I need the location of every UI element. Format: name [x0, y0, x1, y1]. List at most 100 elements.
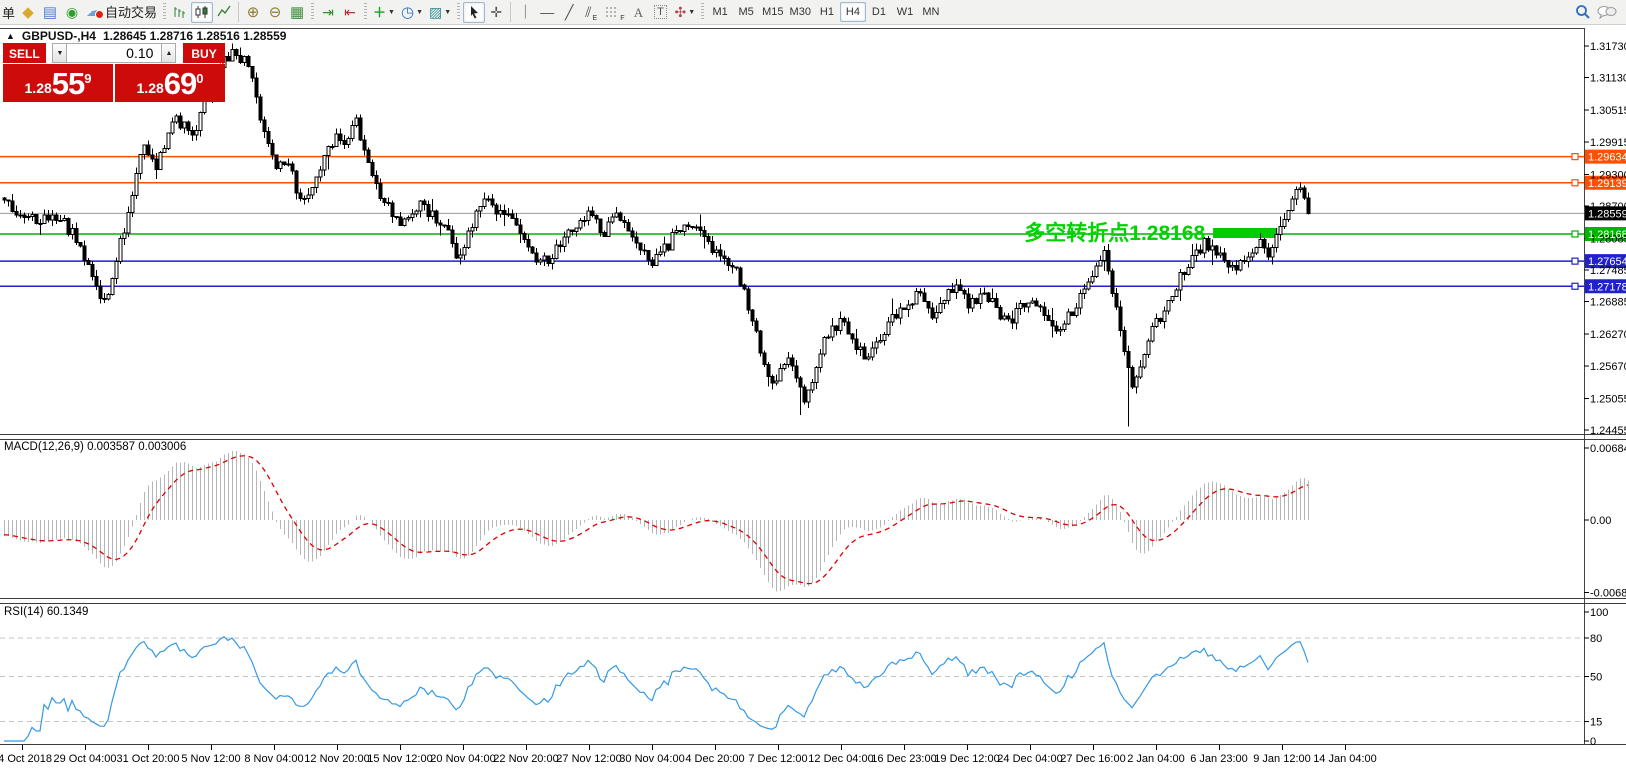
candle-body [958, 284, 963, 292]
volume-decrease-button[interactable]: ▼ [52, 43, 68, 63]
price-badge-label: 1.28559 [1588, 208, 1626, 220]
tf-m15-button[interactable]: M15 [759, 2, 786, 22]
volume-increase-button[interactable]: ▲ [161, 43, 177, 63]
candle-body [22, 214, 27, 218]
autotrading-button[interactable]: ☁ 自动交易 [83, 2, 160, 23]
new-order-icon[interactable]: ◆ [17, 2, 39, 23]
candle-body [702, 229, 707, 238]
line-handle[interactable] [1571, 282, 1579, 290]
candle-body [706, 236, 711, 243]
candle-body [1122, 329, 1127, 352]
toolbar-grip[interactable] [364, 3, 368, 21]
line-handle[interactable] [1571, 230, 1579, 238]
candle-body [750, 309, 755, 322]
green-thick-segment[interactable] [1213, 228, 1278, 239]
zoom-out-button[interactable]: ⊖ [264, 2, 286, 23]
text-label-button[interactable]: T [649, 2, 671, 23]
toolbar-grip[interactable] [701, 3, 705, 21]
auto-scroll-button[interactable]: ⇥ [317, 2, 339, 23]
candle-body [1058, 328, 1063, 332]
candle-body [974, 298, 979, 304]
candle-body [182, 121, 187, 129]
candle-body [542, 255, 547, 261]
candle-body [1210, 245, 1215, 251]
fibonacci-button[interactable]: F [602, 2, 627, 23]
signal-icon[interactable]: ◉ [61, 2, 83, 23]
time-tick-label: 15 Nov 12:00 [367, 753, 432, 765]
line-handle[interactable] [1571, 257, 1579, 265]
macd-tick-label: 0.006844 [1590, 443, 1626, 455]
candle-body [134, 173, 139, 196]
candle-body [386, 201, 391, 204]
volume-input[interactable] [67, 43, 162, 63]
horizontal-line-button[interactable]: — [536, 2, 558, 23]
text-tool-button[interactable]: A [627, 2, 649, 23]
candle-body [1118, 306, 1123, 331]
chart-shift-button[interactable]: ⇤ [339, 2, 361, 23]
vertical-line-button[interactable]: ｜ [514, 2, 536, 23]
tf-d1-button[interactable]: D1 [866, 2, 892, 22]
tf-m30-button[interactable]: M30 [787, 2, 814, 22]
toolbar-grip[interactable] [311, 3, 315, 21]
candle-body [422, 200, 427, 205]
candle-body [874, 341, 879, 349]
candle-body [478, 205, 483, 212]
time-tick-label: 29 Oct 04:00 [54, 753, 117, 765]
price-badge [1585, 254, 1626, 269]
buy-price-button[interactable]: 1.28 69 0 [115, 64, 225, 102]
price-badge [1585, 149, 1626, 164]
indicators-button[interactable]: ＋ ▼ [370, 2, 398, 23]
candle-body [1242, 260, 1247, 263]
candle-body [998, 307, 1003, 320]
candlestick-chart-button[interactable] [191, 1, 214, 23]
tf-h1-button[interactable]: H1 [814, 2, 840, 22]
candle-body [778, 367, 783, 382]
candle-body [962, 290, 967, 295]
chart-canvas[interactable]: 多空转折点1.28168 1.31730 1.31130 1.30515 1.29915… [0, 26, 1626, 769]
channel-button[interactable]: ⫽ E [580, 2, 602, 23]
candle-body [558, 244, 563, 248]
candle-body [946, 288, 951, 301]
toolbar-grip[interactable] [163, 3, 167, 21]
candle-body [1302, 187, 1307, 199]
candle-body [670, 232, 675, 251]
templates-button[interactable]: ▨ ▼ [426, 2, 454, 23]
candle-body [1050, 319, 1055, 327]
collapse-panel-icon[interactable]: ▲ [6, 31, 15, 41]
trendline-button[interactable]: ╱ [558, 2, 580, 23]
cursor-button[interactable] [463, 1, 486, 23]
line-chart-button[interactable] [213, 2, 235, 23]
bar-chart-button[interactable] [169, 2, 191, 23]
tf-w1-button[interactable]: W1 [892, 2, 918, 22]
candle-body [1082, 288, 1087, 294]
candle-body [678, 230, 683, 233]
tf-m1-button[interactable]: M1 [707, 2, 733, 22]
terminal-icon[interactable]: ▤ [39, 2, 61, 23]
tile-windows-button[interactable]: ▦ [286, 2, 308, 23]
search-button[interactable] [1572, 2, 1594, 23]
line-handle[interactable] [1571, 153, 1579, 161]
toolbar-separator [510, 2, 512, 22]
buy-button[interactable]: BUY [183, 43, 225, 63]
time-tick-label: 27 Dec 16:00 [1060, 753, 1125, 765]
tf-h4-button[interactable]: H4 [839, 2, 866, 22]
new-order-button-partial[interactable]: 单 [2, 5, 16, 21]
zoom-in-button[interactable]: ⊕ [242, 2, 264, 23]
candle-body [362, 139, 367, 151]
crosshair-button[interactable]: ✛ [485, 2, 507, 23]
price-axis[interactable] [1584, 45, 1626, 431]
sell-button[interactable]: SELL [3, 43, 46, 63]
arrows-tool-button[interactable]: ✣ ▼ [671, 2, 698, 23]
sell-price-button[interactable]: 1.28 55 9 [3, 64, 113, 102]
periods-button[interactable]: ◷ ▼ [398, 2, 426, 23]
line-handle[interactable] [1571, 179, 1579, 187]
toolbar-grip[interactable] [457, 3, 461, 21]
price-badge [1585, 206, 1626, 221]
tf-m5-button[interactable]: M5 [733, 2, 759, 22]
candle-body [338, 133, 343, 142]
time-axis[interactable] [22, 745, 1346, 750]
tf-mn-button[interactable]: MN [918, 2, 944, 22]
candle-body [698, 226, 703, 231]
candle-body [954, 284, 959, 293]
community-chat-button[interactable] [1594, 2, 1620, 23]
